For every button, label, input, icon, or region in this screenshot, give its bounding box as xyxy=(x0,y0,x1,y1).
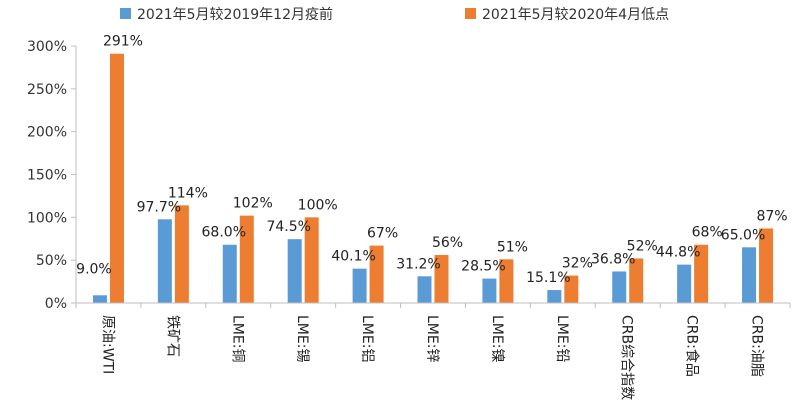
legend: 2021年5月较2019年12月疫前 2021年5月较2020年4月低点 xyxy=(120,6,669,23)
bar-low-point-8 xyxy=(564,275,579,303)
y-tick-label: 250% xyxy=(27,82,67,98)
bar-low-point-7 xyxy=(499,259,514,303)
data-label: 102% xyxy=(233,196,273,212)
legend-swatch-1 xyxy=(120,8,131,19)
category-label: CRB:油脂 xyxy=(749,315,765,377)
category-label: CRB综合指数 xyxy=(619,315,635,400)
data-label: 28.5% xyxy=(461,259,505,275)
data-label: 68.0% xyxy=(202,225,246,241)
bar-pre-pandemic-6 xyxy=(417,276,432,303)
bar-pre-pandemic-5 xyxy=(352,268,367,303)
data-label: 31.2% xyxy=(396,256,440,272)
category-label: LME:锌 xyxy=(424,315,440,362)
bar-pre-pandemic-10 xyxy=(677,264,692,303)
data-label: 114% xyxy=(168,185,208,201)
data-label: 87% xyxy=(756,208,787,224)
data-label: 52% xyxy=(627,238,658,254)
category-label: LME:铝 xyxy=(359,315,375,362)
data-label: 32% xyxy=(562,256,593,272)
y-tick-label: 50% xyxy=(36,253,67,269)
y-tick-label: 150% xyxy=(27,168,67,184)
category-label: LME:锡 xyxy=(294,315,310,362)
data-label: 9.0% xyxy=(76,261,112,277)
y-axis: 0% 50% 100% 150% 200% 250% 300% xyxy=(27,39,77,312)
data-label: 74.5% xyxy=(266,219,310,235)
bar-low-point-5 xyxy=(369,245,384,303)
y-tick-label: 0% xyxy=(45,296,67,312)
bar-low-point-6 xyxy=(434,255,449,303)
y-tick-label: 100% xyxy=(27,210,67,226)
data-label: 40.1% xyxy=(331,249,375,265)
bars xyxy=(92,53,774,304)
x-axis: 原油:WTI 铁矿石 LME:铜 LME:锡 LME:铝 LME:锌 LME:镍 LME:铅 C… xyxy=(75,302,791,400)
bar-low-point-9 xyxy=(629,258,644,303)
data-label: 51% xyxy=(497,239,528,255)
category-label: LME:铜 xyxy=(229,315,245,362)
bar-low-point-3 xyxy=(239,215,254,303)
data-label: 65.0% xyxy=(721,227,765,243)
legend-label-1: 2021年5月较2019年12月疫前 xyxy=(137,6,333,23)
bar-pre-pandemic-7 xyxy=(482,278,497,303)
data-label: 15.1% xyxy=(526,270,570,286)
category-label: 原油:WTI xyxy=(99,315,115,374)
data-label: 36.8% xyxy=(591,251,635,267)
y-tick-label: 200% xyxy=(27,125,67,141)
bar-pre-pandemic-8 xyxy=(547,290,562,303)
bar-low-point-1 xyxy=(109,53,124,304)
data-label: 100% xyxy=(298,197,338,213)
bar-pre-pandemic-2 xyxy=(157,219,172,303)
legend-swatch-2 xyxy=(465,8,476,19)
category-label: 铁矿石 xyxy=(164,315,180,357)
data-label: 56% xyxy=(432,235,463,251)
data-label: 67% xyxy=(367,226,398,242)
bar-pre-pandemic-3 xyxy=(222,244,237,303)
bar-pre-pandemic-1 xyxy=(92,295,107,303)
category-label: CRB:食品 xyxy=(684,315,701,377)
data-label: 68% xyxy=(692,225,723,241)
category-label: LME:镍 xyxy=(489,315,505,362)
bar-low-point-11 xyxy=(759,228,774,303)
data-label: 291% xyxy=(103,34,143,50)
bar-pre-pandemic-4 xyxy=(287,239,302,303)
bar-low-point-10 xyxy=(694,244,709,303)
y-tick-label: 300% xyxy=(27,39,67,55)
category-label: LME:铅 xyxy=(554,315,570,362)
bar-low-point-2 xyxy=(174,205,189,303)
bar-low-point-4 xyxy=(304,217,319,303)
legend-label-2: 2021年5月较2020年4月低点 xyxy=(482,7,669,23)
data-labels: 9.0% 291% 97.7%114% 68.0% 102% 74.5% 100% 40.1%… xyxy=(76,34,787,286)
bar-pre-pandemic-9 xyxy=(612,271,627,303)
data-label: 44.8% xyxy=(656,245,700,261)
bar-pre-pandemic-11 xyxy=(742,247,757,303)
data-label: 97.7% xyxy=(137,199,181,215)
